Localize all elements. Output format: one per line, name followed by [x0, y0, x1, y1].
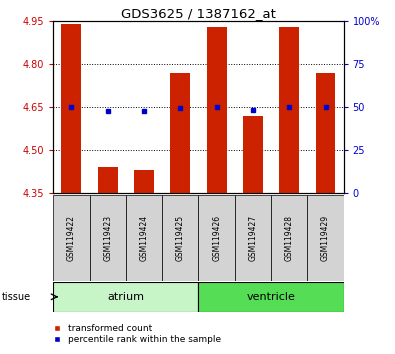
- Bar: [235, 195, 271, 281]
- Text: GSM119423: GSM119423: [103, 215, 112, 261]
- Bar: [162, 195, 199, 281]
- Bar: [279, 27, 299, 193]
- Bar: [98, 167, 118, 193]
- Bar: [207, 27, 227, 193]
- Bar: [316, 73, 335, 193]
- Text: GSM119424: GSM119424: [139, 215, 149, 261]
- Text: GSM119425: GSM119425: [176, 215, 185, 261]
- Bar: [271, 195, 307, 281]
- Bar: [243, 116, 263, 193]
- Legend: transformed count, percentile rank within the sample: transformed count, percentile rank withi…: [44, 321, 225, 348]
- Bar: [53, 195, 90, 281]
- Title: GDS3625 / 1387162_at: GDS3625 / 1387162_at: [121, 7, 276, 20]
- Text: ventricle: ventricle: [246, 292, 295, 302]
- Text: GSM119428: GSM119428: [285, 215, 294, 261]
- Text: atrium: atrium: [107, 292, 145, 302]
- Bar: [62, 24, 81, 193]
- Text: GSM119427: GSM119427: [248, 215, 258, 261]
- Bar: [199, 282, 344, 312]
- Bar: [53, 282, 199, 312]
- Text: GSM119422: GSM119422: [67, 215, 76, 261]
- Bar: [126, 195, 162, 281]
- Bar: [307, 195, 344, 281]
- Bar: [199, 195, 235, 281]
- Bar: [134, 170, 154, 193]
- Bar: [170, 73, 190, 193]
- Text: GSM119426: GSM119426: [212, 215, 221, 261]
- Text: tissue: tissue: [2, 292, 31, 302]
- Bar: [90, 195, 126, 281]
- Text: GSM119429: GSM119429: [321, 215, 330, 261]
